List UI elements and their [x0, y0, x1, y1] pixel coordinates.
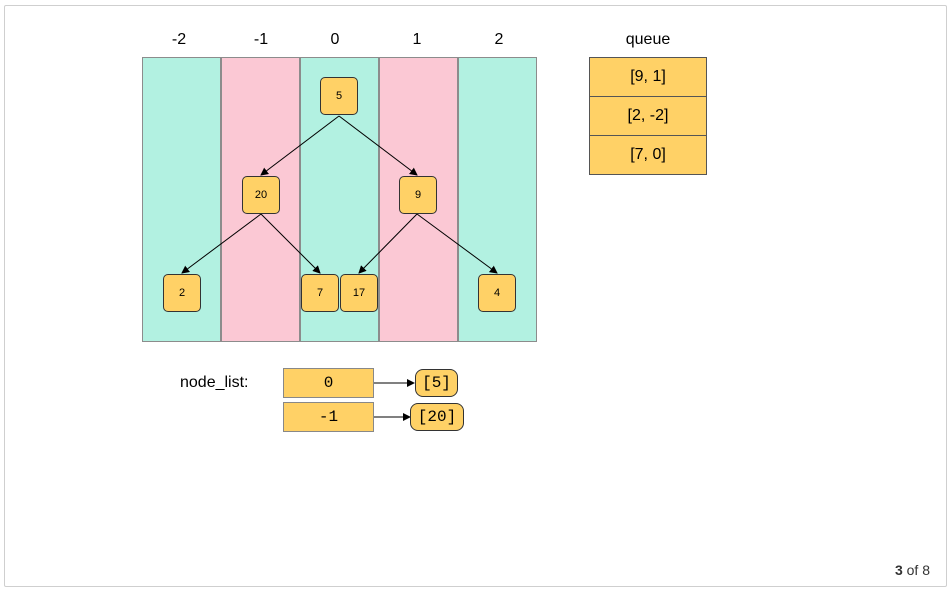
column-label-0: 0: [330, 31, 340, 48]
column-label-2: 2: [494, 31, 504, 48]
node-list-value: [20]: [410, 403, 464, 431]
column-label-neg1: -1: [253, 31, 269, 48]
tree-node-left-right: 7: [301, 274, 339, 312]
pager-separator: of: [906, 562, 919, 578]
node-list-value: [5]: [415, 369, 458, 397]
node-list-key: -1: [283, 402, 374, 432]
queue-title: queue: [625, 31, 671, 48]
column-label-neg2: -2: [171, 31, 187, 48]
pager-current: 3: [894, 562, 903, 578]
tree-node-right-right: 4: [478, 274, 516, 312]
queue-item: [2, -2]: [589, 96, 707, 136]
node-list-label: node_list:: [180, 374, 249, 391]
tree-node-right: 9: [399, 176, 437, 214]
queue-item: [7, 0]: [589, 135, 707, 175]
pager-total: 8: [922, 562, 930, 578]
tree-node-left-left: 2: [163, 274, 201, 312]
tree-node-left: 20: [242, 176, 280, 214]
slide-pager: 3 of 8: [895, 562, 930, 578]
queue-item: [9, 1]: [589, 57, 707, 97]
slide-frame: [4, 5, 947, 587]
tree-node-root: 5: [320, 77, 358, 115]
column-label-1: 1: [412, 31, 422, 48]
node-list-key: 0: [283, 368, 374, 398]
tree-node-right-left: 17: [340, 274, 378, 312]
